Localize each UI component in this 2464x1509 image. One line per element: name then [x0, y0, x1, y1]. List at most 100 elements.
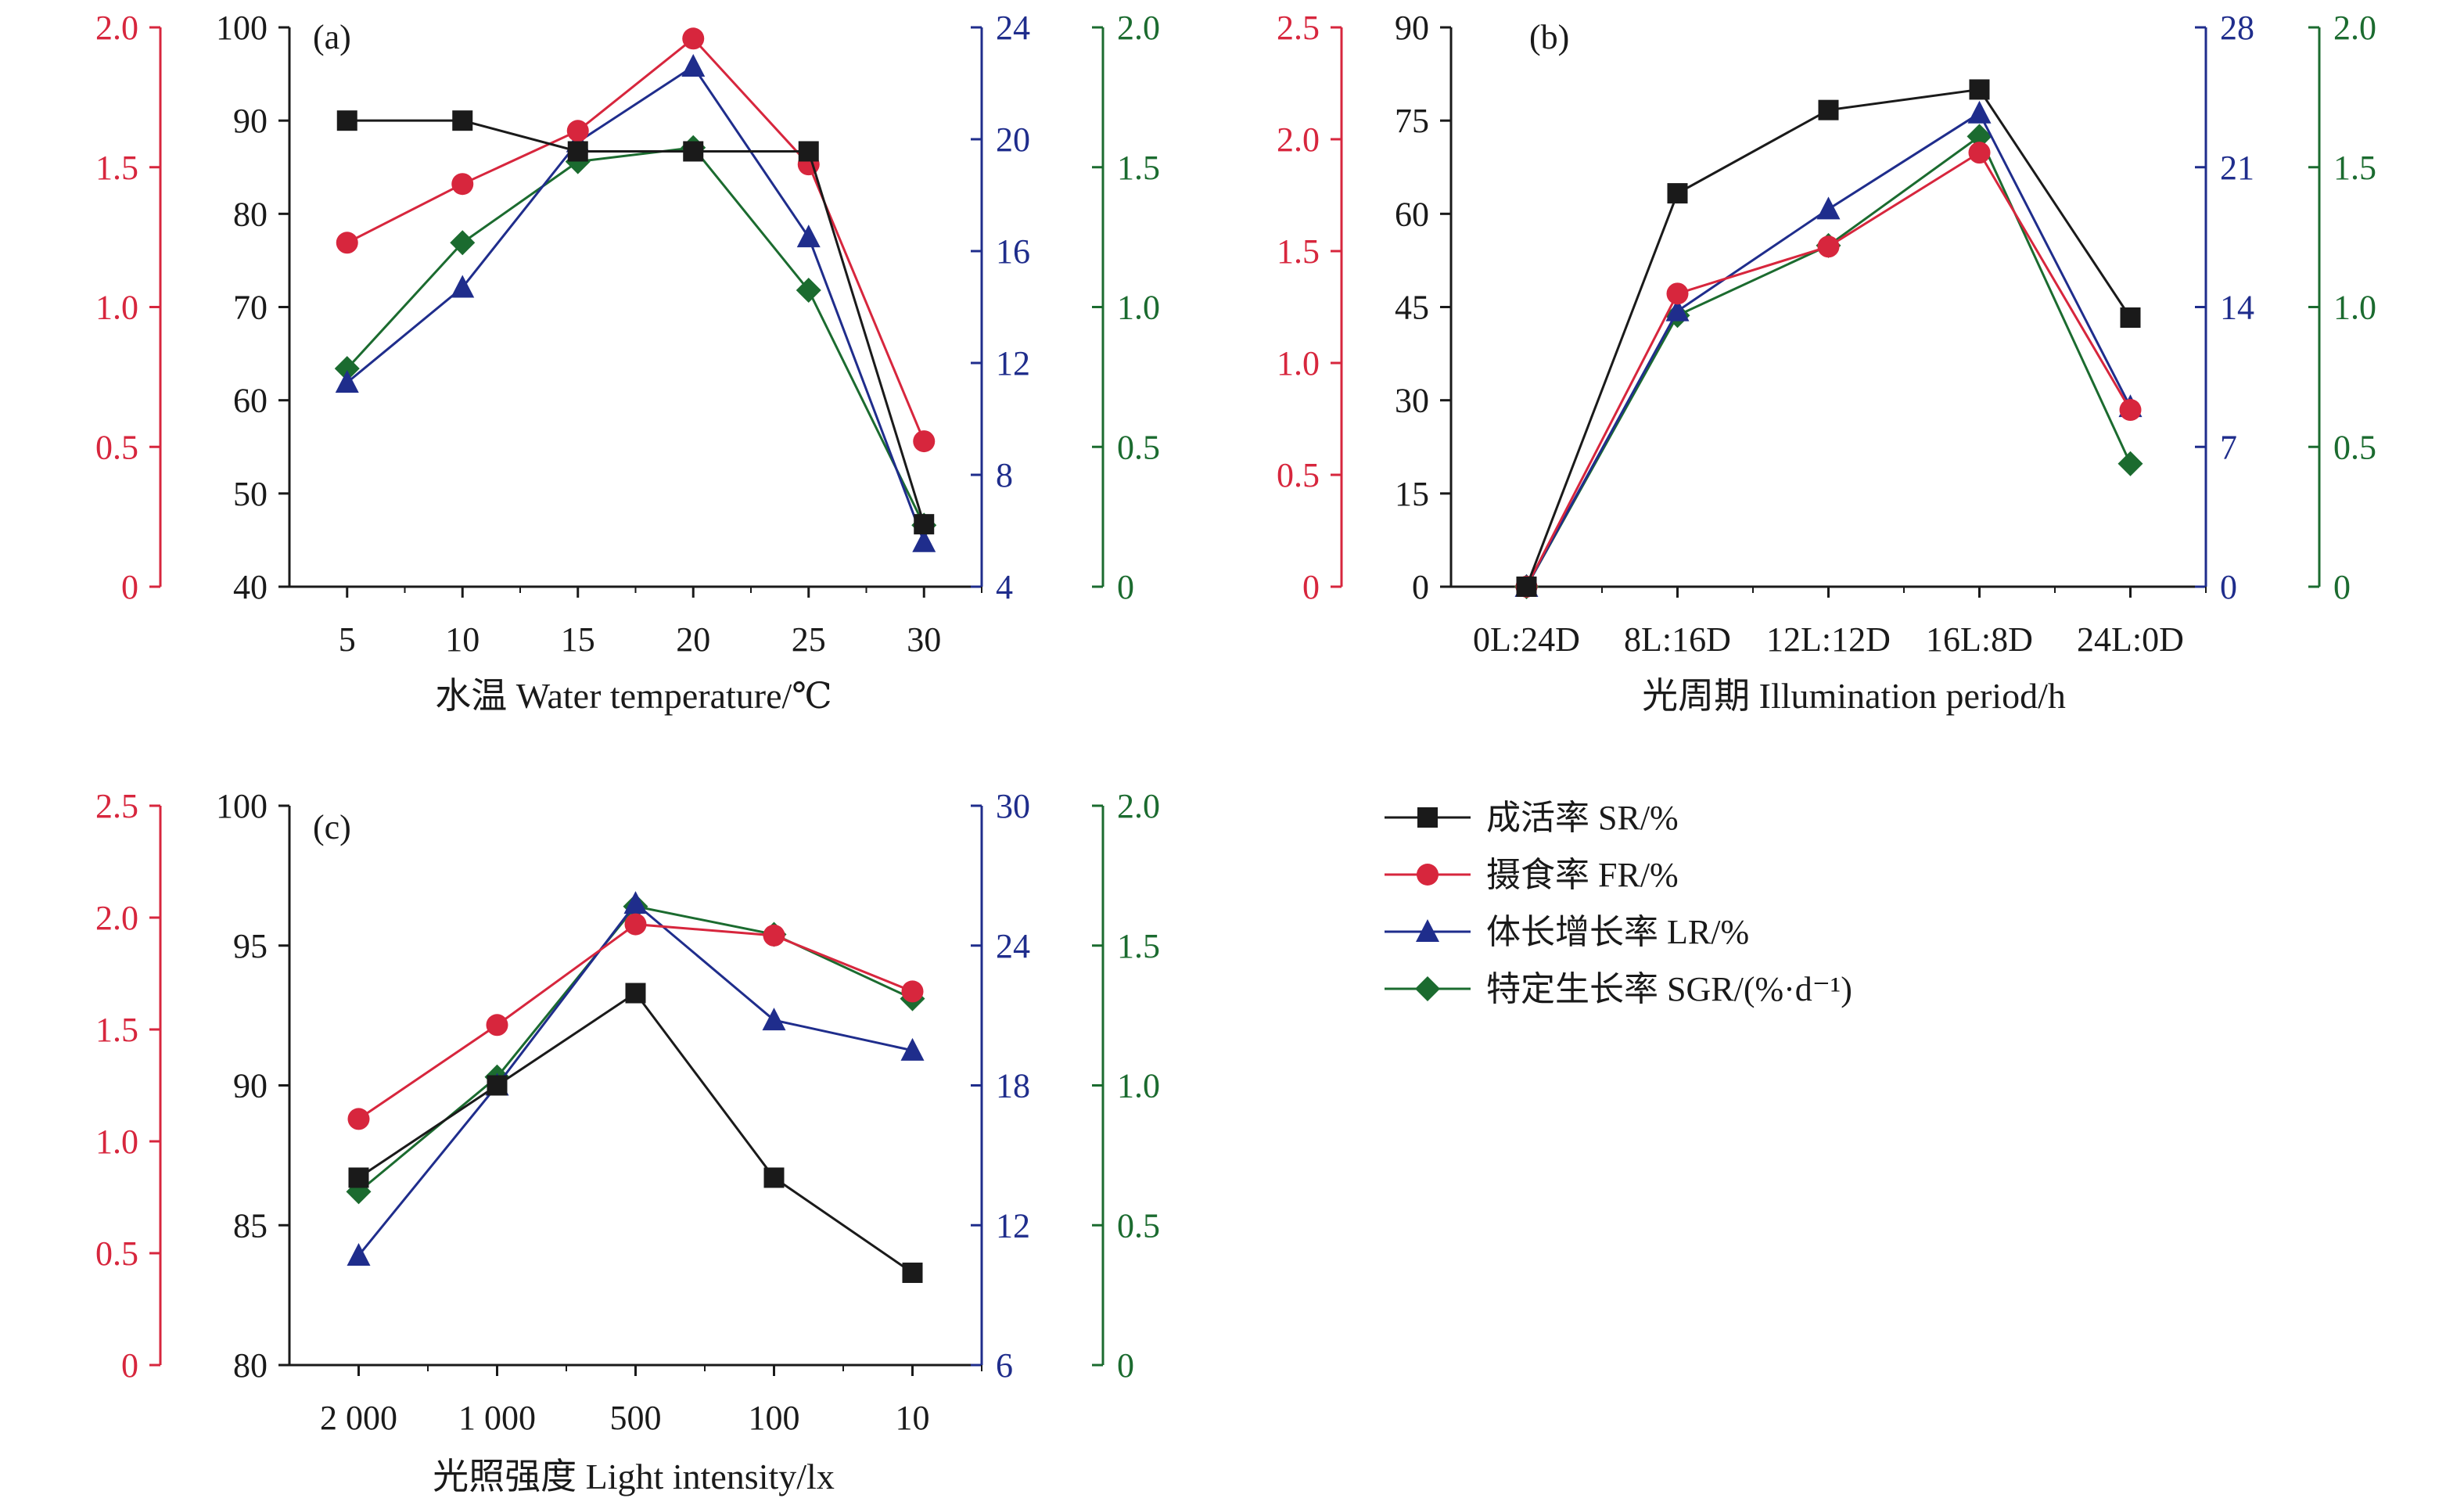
sr-tick-label: 80: [233, 195, 268, 233]
legend-label: 体长增长率 LR/%: [1486, 913, 1749, 951]
lr-tick-label: 14: [2220, 289, 2254, 327]
fr-tick-label: 2.5: [95, 787, 138, 825]
sr-tick-label: 50: [233, 475, 268, 513]
chart-panel-1: 40 50 60 70 80 90 100 0 0.5 1.0 1.5 2.0 4 8 12 16 20 24 0 0…: [95, 9, 1160, 716]
sgr-tick-label: 0: [2333, 568, 2351, 606]
sr-tick-label: 80: [233, 1346, 268, 1385]
fr-tick-label: 1.5: [95, 149, 138, 187]
lr-tick-label: 6: [996, 1346, 1013, 1385]
sr-tick-label: 75: [1395, 102, 1429, 140]
x-tick-label: 16L:8D: [1926, 620, 2033, 659]
fr-tick-label: 2.5: [1277, 9, 1320, 47]
lr-tick-label: 0: [2220, 568, 2237, 606]
x-tick-label: 0L:24D: [1473, 620, 1580, 659]
legend-label: 特定生长率 SGR/(%·d⁻¹): [1486, 970, 1852, 1008]
lr-tick-label: 28: [2220, 9, 2254, 47]
sr-data-point: [487, 1075, 508, 1096]
lr-data-point: [912, 529, 936, 552]
x-tick-label: 20: [676, 620, 710, 659]
x-tick-label: 8L:16D: [1624, 620, 1731, 659]
sr-data-point: [625, 983, 646, 1004]
fr-tick-label: 1.0: [1277, 344, 1320, 383]
fr-series-line: [347, 37, 925, 442]
fr-data-point: [913, 430, 936, 453]
fr-series-line: [357, 923, 914, 1120]
lr-tick-label: 21: [2220, 149, 2254, 187]
legend-item-fr: 摄食率 FR/%: [1385, 856, 1679, 894]
fr-tick-label: 0: [1302, 568, 1320, 606]
fr-data-point: [486, 1014, 508, 1037]
sgr-tick-label: 0.5: [2333, 428, 2376, 466]
lr-data-point: [623, 891, 648, 914]
lr-tick-label: 8: [996, 456, 1013, 494]
lr-series-line: [346, 64, 925, 543]
sr-tick-label: 60: [1395, 195, 1429, 233]
sr-data-point: [1969, 79, 1990, 100]
fr-tick-label: 0.5: [95, 1234, 138, 1273]
sgr-tick-label: 2.0: [1117, 9, 1160, 47]
sgr-tick-label: 1.5: [1117, 927, 1160, 965]
x-tick-label: 24L:0D: [2077, 620, 2184, 659]
legend-label: 成活率 SR/%: [1486, 799, 1679, 837]
sr-series-line: [357, 991, 914, 1274]
x-axis-title: 水温 Water temperature/℃: [435, 676, 832, 716]
fr-tick-label: 0.5: [95, 428, 138, 466]
sr-tick-label: 70: [233, 289, 268, 327]
sr-tick-label: 90: [1395, 9, 1429, 47]
sr-tick-label: 15: [1395, 475, 1429, 513]
panel-label: (c): [313, 808, 351, 846]
x-tick-label: 1 000: [458, 1399, 536, 1437]
sgr-tick-label: 0: [1117, 1346, 1134, 1385]
fr-data-point: [682, 27, 705, 50]
lr-tick-label: 18: [996, 1067, 1030, 1105]
sr-data-point: [1667, 183, 1688, 204]
sgr-tick-label: 0: [1117, 568, 1134, 606]
fr-data-point: [1968, 142, 1991, 164]
panel-label: (a): [313, 18, 351, 56]
sr-tick-label: 90: [233, 1067, 268, 1105]
x-tick-label: 12L:12D: [1766, 620, 1891, 659]
sgr-tick-label: 1.5: [2333, 149, 2376, 187]
sr-data-point: [567, 141, 588, 162]
lr-data-point: [762, 1008, 786, 1031]
x-axis-title: 光照强度 Light intensity/lx: [433, 1457, 835, 1496]
sr-data-point: [798, 141, 819, 162]
sr-data-point: [1516, 577, 1537, 597]
sgr-tick-label: 1.5: [1117, 149, 1160, 187]
lr-tick-label: 20: [996, 120, 1030, 159]
sr-tick-label: 60: [233, 382, 268, 420]
lr-series-line: [357, 901, 913, 1256]
sgr-series-line: [357, 905, 914, 1193]
sgr-tick-label: 2.0: [2333, 9, 2376, 47]
sr-data-point: [1818, 99, 1839, 120]
sr-data-point: [2120, 307, 2141, 329]
x-tick-label: 100: [749, 1399, 800, 1437]
sr-tick-label: 45: [1395, 289, 1429, 327]
sgr-data-point: [450, 230, 476, 256]
fr-data-point: [1817, 235, 1840, 258]
sr-tick-label: 0: [1412, 568, 1429, 606]
legend-item-sgr: 特定生长率 SGR/(%·d⁻¹): [1385, 970, 1852, 1008]
fr-tick-label: 2.0: [95, 899, 138, 937]
lr-tick-label: 24: [996, 9, 1030, 47]
sgr-tick-label: 1.0: [1117, 1067, 1160, 1105]
x-tick-label: 5: [339, 620, 356, 659]
x-tick-label: 30: [907, 620, 941, 659]
x-tick-label: 10: [445, 620, 480, 659]
lr-data-point: [1816, 196, 1841, 220]
legend-marker-triangle: [1416, 919, 1439, 942]
fr-tick-label: 1.5: [95, 1011, 138, 1049]
sr-data-point: [914, 514, 935, 535]
sr-data-point: [336, 110, 357, 131]
x-tick-label: 15: [561, 620, 595, 659]
lr-data-point: [451, 275, 475, 298]
panel-label: (b): [1529, 18, 1569, 56]
lr-data-point: [681, 54, 706, 77]
lr-tick-label: 30: [996, 787, 1030, 825]
sr-data-point: [683, 141, 704, 162]
legend-label: 摄食率 FR/%: [1486, 856, 1679, 894]
lr-tick-label: 4: [996, 568, 1013, 606]
lr-data-point: [347, 1242, 371, 1266]
fr-tick-label: 1.0: [95, 289, 138, 327]
